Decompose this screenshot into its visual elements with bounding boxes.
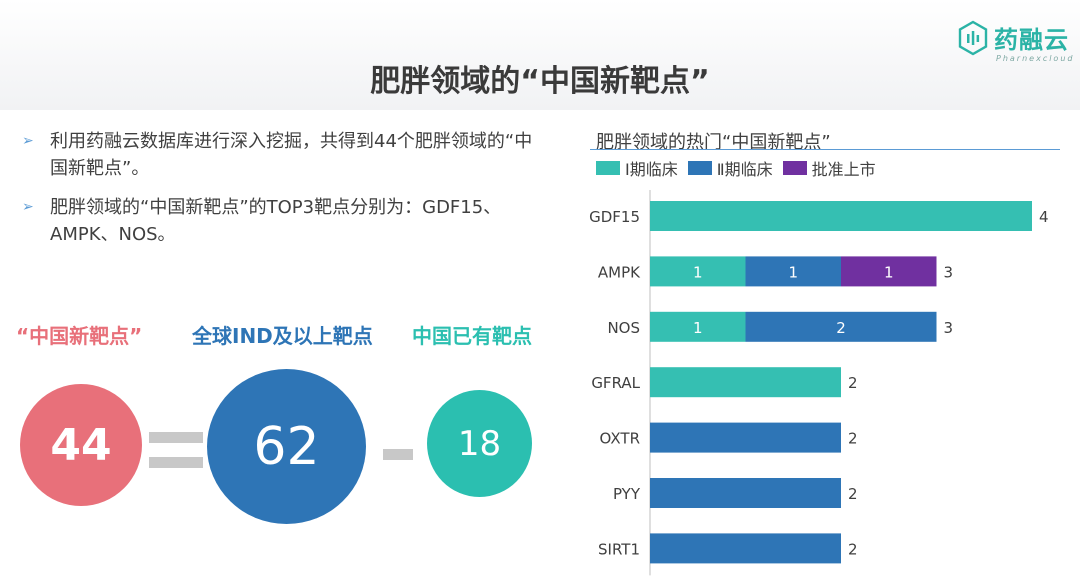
page-title: 肥胖领域的“中国新靶点” (370, 64, 710, 99)
bar-segment-ampk-series-0 (650, 256, 746, 287)
target-bar-chart: GDF15 4 AMPK 1 1 1 3 NOS 1 2 3 GFRAL 2 OXTR 2 PYY 2 SIRT1… (589, 190, 1049, 576)
chart-title-rule (590, 149, 1060, 150)
bar-segment-sirt1-series-1 (650, 533, 841, 564)
total-value-label-nos: 3 (944, 319, 954, 337)
segment-value-label-ampk-series-1: 1 (788, 263, 798, 281)
segment-value-label-ampk-series-0: 1 (693, 263, 703, 281)
hexagon-logo-icon (958, 20, 988, 56)
total-value-label-sirt1: 2 (848, 540, 858, 558)
header-band (0, 0, 1080, 110)
legend-swatch-phase2 (687, 161, 712, 175)
global-ind-target-value: 62 (253, 416, 320, 477)
total-value-label-ampk: 3 (944, 263, 954, 281)
equals-sign-bottom-bar (149, 457, 203, 468)
legend-swatch-phase1 (596, 161, 620, 175)
total-value-label-gfral: 2 (848, 374, 858, 392)
legend-swatch-approved (782, 161, 807, 175)
arrow-bullet-icon: ➢ (22, 199, 34, 215)
bar-segment-nos-series-1 (745, 311, 937, 342)
legend-item-approved: 批准上市 (782, 156, 876, 180)
category-label-gfral: GFRAL (591, 374, 640, 392)
segment-value-label-nos-series-0: 1 (693, 319, 703, 337)
total-value-label-gdf15: 4 (1039, 208, 1049, 226)
bar-segment-ampk-series-2 (841, 256, 937, 287)
category-label-gdf15: GDF15 (589, 208, 640, 226)
legend-label-approved: 批准上市 (811, 160, 876, 179)
total-value-label-oxtr: 2 (848, 430, 858, 448)
bar-segment-nos-series-0 (650, 311, 746, 342)
legend-item-phase1: Ⅰ期临床 (596, 156, 678, 180)
segment-value-label-ampk-series-2: 1 (884, 263, 894, 281)
china-new-target-value: 44 (50, 419, 112, 471)
bullet-item: ➢ 肥胖领域的“中国新靶点”的TOP3靶点分别为：GDF15、AMPK、NOS。 (22, 194, 542, 248)
category-label-sirt1: SIRT1 (598, 540, 640, 558)
segment-value-label-nos-series-1: 2 (836, 319, 846, 337)
china-new-target-label: “中国新靶点” (16, 324, 143, 348)
chart-title: 肥胖领域的热门“中国新靶点” (596, 132, 831, 153)
bullet-text: 肥胖领域的“中国新靶点”的TOP3靶点分别为：GDF15、AMPK、NOS。 (50, 197, 502, 245)
category-label-oxtr: OXTR (600, 430, 640, 448)
china-existing-target-label: 中国已有靶点 (412, 324, 532, 348)
category-label-ampk: AMPK (598, 263, 641, 281)
chart-legend: Ⅰ期临床 Ⅱ期临床 批准上市 (596, 156, 886, 180)
china-existing-target-count: 18 (427, 390, 532, 497)
bar-segment-oxtr-series-1 (650, 422, 841, 453)
category-label-pyy: PYY (613, 485, 641, 503)
global-ind-target-label: 全球IND及以上靶点 (192, 324, 373, 348)
legend-label-phase1: Ⅰ期临床 (625, 160, 678, 179)
legend-label-phase2: Ⅱ期临床 (716, 160, 773, 179)
category-label-nos: NOS (607, 319, 640, 337)
legend-item-phase2: Ⅱ期临床 (687, 156, 773, 180)
china-existing-target-value: 18 (457, 423, 502, 464)
brand-name: 药融云 (994, 26, 1069, 54)
brand-tagline: Pharnexcloud (996, 54, 1075, 63)
minus-sign (383, 449, 413, 460)
equals-sign-top-bar (149, 432, 203, 443)
bullet-list: ➢ 利用药融云数据库进行深入挖掘，共得到44个肥胖领域的“中国新靶点”。 ➢ 肥… (22, 128, 542, 260)
arrow-bullet-icon: ➢ (22, 133, 34, 149)
bullet-text: 利用药融云数据库进行深入挖掘，共得到44个肥胖领域的“中国新靶点”。 (50, 131, 533, 179)
brand-logo: 药融云 Pharnexcloud (958, 16, 1073, 68)
china-new-target-count: 44 (20, 384, 142, 506)
total-value-label-pyy: 2 (848, 485, 858, 503)
bar-segment-gfral-series-0 (650, 367, 841, 398)
global-ind-target-count: 62 (207, 369, 366, 524)
bar-segment-pyy-series-1 (650, 478, 841, 508)
bullet-item: ➢ 利用药融云数据库进行深入挖掘，共得到44个肥胖领域的“中国新靶点”。 (22, 128, 542, 182)
bar-segment-ampk-series-1 (745, 256, 841, 287)
bar-segment-gdf15-series-0 (650, 201, 1032, 231)
